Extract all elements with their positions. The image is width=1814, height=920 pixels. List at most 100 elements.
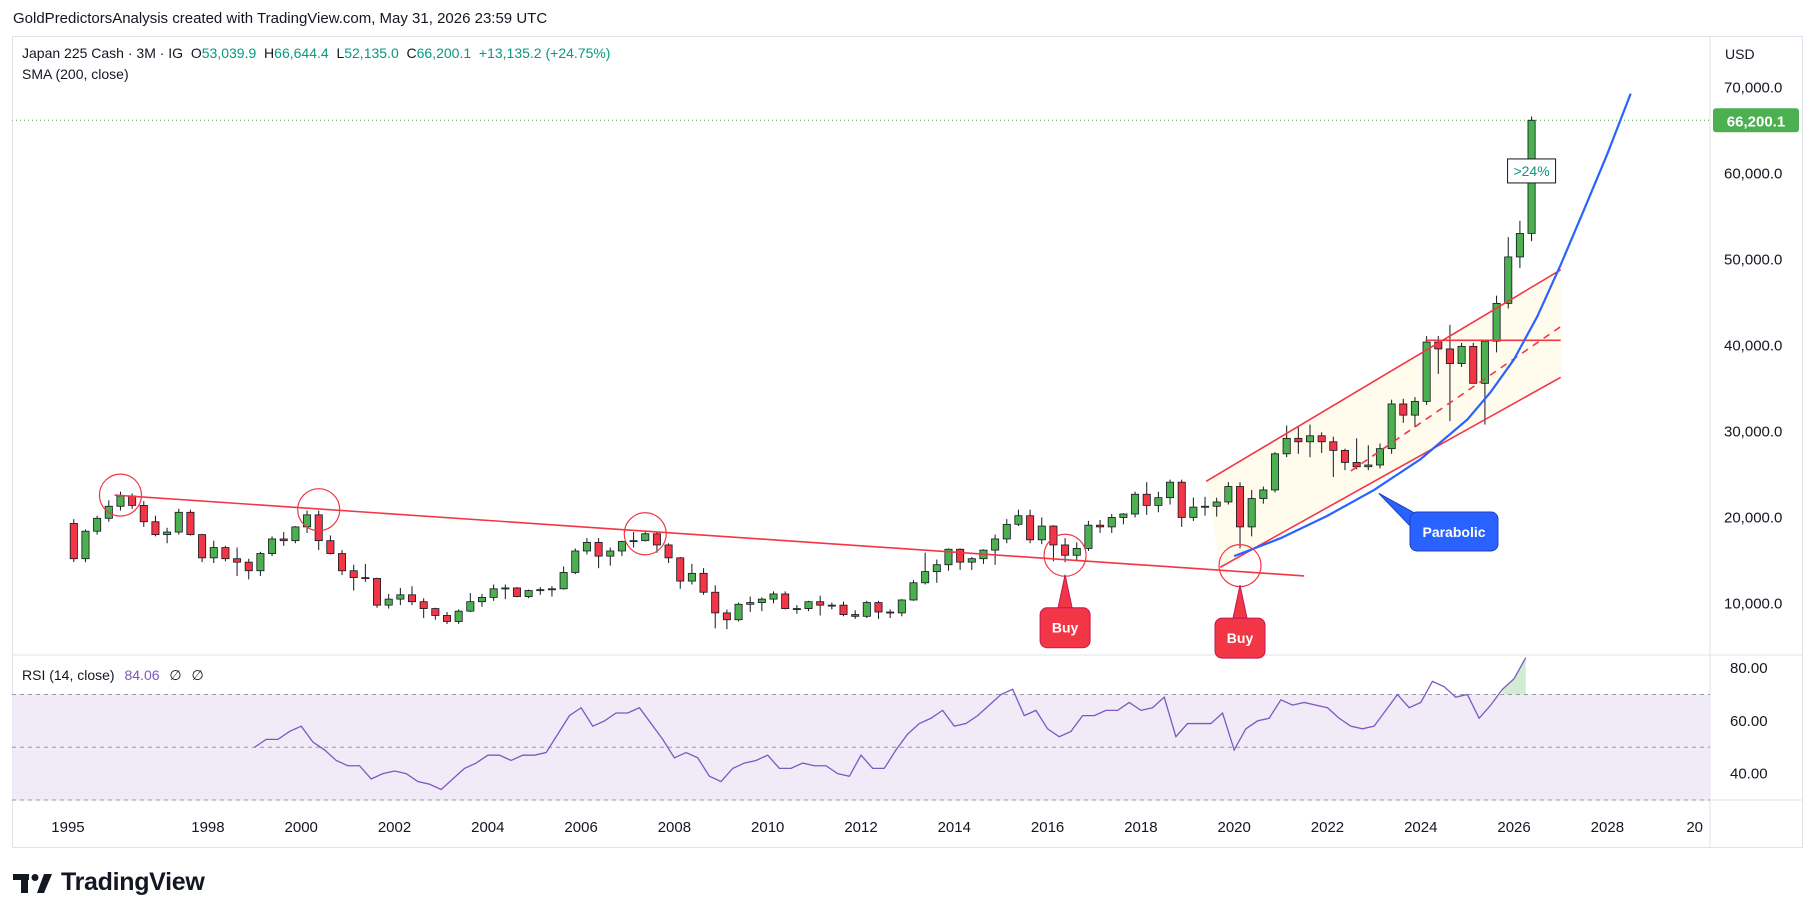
candle-body bbox=[501, 587, 510, 590]
candle-down bbox=[1317, 432, 1326, 453]
rsi-extra-1: ∅ bbox=[169, 667, 182, 683]
rsi-tick-label: 80.00 bbox=[1730, 660, 1768, 677]
candle-up bbox=[909, 580, 918, 601]
candle-down bbox=[1142, 482, 1151, 515]
time-tick-label: 2002 bbox=[378, 819, 411, 836]
candle-down bbox=[1026, 509, 1035, 544]
candle-body bbox=[1271, 453, 1280, 491]
candle-body bbox=[1096, 524, 1105, 528]
candle-down bbox=[1177, 479, 1186, 527]
candle-down bbox=[652, 532, 661, 553]
candle-body bbox=[268, 538, 277, 554]
ohlc-close: C66,200.1 bbox=[406, 45, 472, 61]
time-tick-label: 2004 bbox=[471, 819, 504, 836]
candle-body bbox=[1026, 515, 1035, 541]
candle-body bbox=[769, 593, 778, 600]
time-tick-label: 2028 bbox=[1591, 819, 1624, 836]
candle-body bbox=[1002, 523, 1011, 540]
candle-body bbox=[477, 596, 486, 603]
candle-up bbox=[384, 593, 393, 609]
candle-down bbox=[408, 586, 417, 606]
candle-up bbox=[629, 532, 638, 548]
candle-body bbox=[851, 614, 860, 617]
price-tick-label: 30,000.0 bbox=[1724, 423, 1782, 440]
candle-body bbox=[746, 602, 755, 605]
candle-down bbox=[1469, 342, 1478, 384]
symbol-legend[interactable]: Japan 225 Cash · 3M · IG O53,039.9 H66,6… bbox=[22, 45, 610, 61]
candle-body bbox=[547, 588, 556, 591]
candle-body bbox=[1189, 506, 1198, 518]
candle-body bbox=[349, 570, 358, 579]
candle-body bbox=[571, 550, 580, 573]
candle-down bbox=[886, 609, 895, 619]
candle-body bbox=[1445, 348, 1454, 364]
candle-down bbox=[1399, 398, 1408, 423]
candle-body bbox=[1212, 501, 1221, 507]
candle-down bbox=[676, 556, 685, 589]
rsi-legend[interactable]: RSI (14, close) 84.06 ∅ ∅ bbox=[22, 667, 204, 684]
candle-up bbox=[536, 587, 545, 595]
candle-up bbox=[979, 549, 988, 564]
candle-body bbox=[291, 526, 300, 542]
time-tick-label: 2000 bbox=[285, 819, 318, 836]
candle-body bbox=[163, 531, 172, 536]
candle-down bbox=[594, 538, 603, 569]
candle-body bbox=[781, 593, 790, 609]
time-tick-label: 2010 bbox=[751, 819, 784, 836]
ohlc-open: O53,039.9 bbox=[190, 45, 257, 61]
tradingview-brand[interactable]: TradingView bbox=[13, 868, 205, 897]
candle-body bbox=[361, 577, 370, 580]
candle-down bbox=[139, 501, 148, 527]
candle-body bbox=[1504, 256, 1513, 304]
candle-body bbox=[466, 601, 475, 612]
candle-down bbox=[781, 591, 790, 610]
candle-up bbox=[454, 609, 463, 625]
buy-callout-2020: Buy bbox=[1214, 584, 1266, 659]
candle-body bbox=[862, 602, 871, 617]
candle-body bbox=[1107, 517, 1116, 528]
candle-body bbox=[419, 601, 428, 609]
candle-body bbox=[664, 544, 673, 559]
candle-down bbox=[1061, 538, 1070, 563]
candle-body bbox=[722, 612, 731, 621]
candle-up bbox=[862, 600, 871, 619]
candle-down bbox=[816, 595, 825, 616]
time-tick-label-cut: 20 bbox=[1686, 819, 1703, 836]
candle-down bbox=[373, 577, 382, 608]
candle-body bbox=[956, 548, 965, 563]
candle-up bbox=[1492, 295, 1501, 353]
time-tick-label: 2008 bbox=[658, 819, 691, 836]
callout-label: Parabolic bbox=[1422, 524, 1485, 540]
candle-up bbox=[1457, 342, 1466, 367]
candle-up bbox=[1504, 237, 1513, 309]
callout-label: Buy bbox=[1052, 620, 1079, 636]
channel-lower bbox=[1219, 376, 1562, 569]
candle-body bbox=[967, 558, 976, 563]
callout-box bbox=[1214, 617, 1266, 659]
candle-down bbox=[338, 550, 347, 576]
candle-body bbox=[617, 541, 626, 552]
candle-up bbox=[116, 491, 125, 511]
candle-up bbox=[1282, 425, 1291, 458]
candle-body bbox=[338, 553, 347, 572]
candle-up bbox=[827, 602, 836, 610]
candle-body bbox=[384, 598, 393, 606]
time-tick-label: 2020 bbox=[1217, 819, 1250, 836]
candle-up bbox=[1271, 452, 1280, 493]
resistance-line bbox=[114, 494, 1305, 577]
candle-body bbox=[991, 538, 1000, 551]
candle-body bbox=[1317, 435, 1326, 443]
candle-down bbox=[722, 609, 731, 630]
candle-body bbox=[886, 611, 895, 614]
candle-body bbox=[1247, 498, 1256, 528]
candle-up bbox=[93, 515, 102, 535]
candle-body bbox=[244, 561, 253, 572]
candle-down bbox=[1340, 448, 1349, 471]
candle-up bbox=[1259, 486, 1268, 504]
candle-up bbox=[617, 540, 626, 557]
candle-body bbox=[629, 540, 638, 543]
candle-up bbox=[477, 593, 486, 607]
candle-up bbox=[291, 526, 300, 544]
sma-indicator-legend[interactable]: SMA (200, close) bbox=[22, 66, 129, 82]
